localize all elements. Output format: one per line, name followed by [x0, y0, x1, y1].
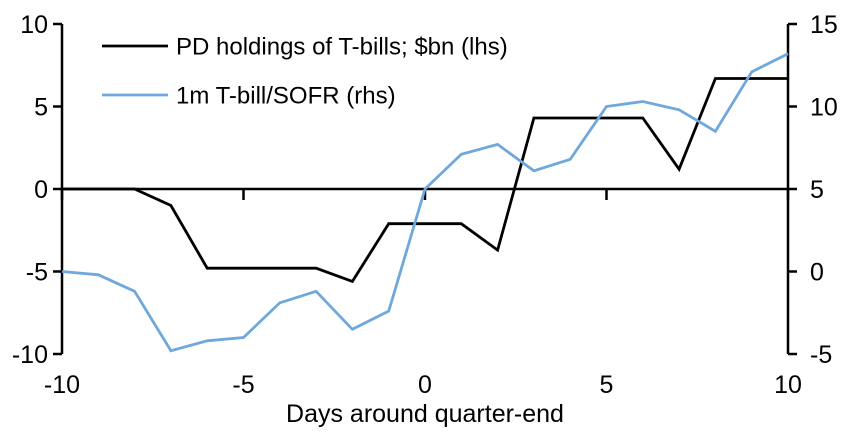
y-axis-left-ticks [53, 22, 62, 356]
x-axis-tick-label: 5 [600, 371, 614, 399]
y-axis-right-tick-label: -5 [810, 341, 832, 369]
x-axis-tick-label: 0 [418, 371, 432, 399]
x-axis-labels: -10 -5 0 5 10 [44, 371, 802, 399]
y-axis-left-tick-label: 5 [34, 93, 48, 121]
y-axis-right-tick-label: 5 [810, 176, 824, 204]
x-axis-tick-label: 10 [774, 371, 802, 399]
y-axis-right-ticks [788, 22, 797, 356]
x-axis-tick-label: -10 [44, 371, 80, 399]
y-axis-right-tick-label: 15 [810, 11, 838, 39]
x-axis-title: Days around quarter-end [286, 400, 564, 428]
y-axis-right-tick-label: 10 [810, 93, 838, 121]
y-axis-left-tick-label: -5 [26, 258, 48, 286]
y-axis-left-tick-label: 0 [34, 176, 48, 204]
series-line-tbill-sofr [61, 52, 789, 353]
series-line-pd-holdings [62, 77, 788, 284]
legend: PD holdings of T-bills; $bn (lhs) 1m T-b… [102, 33, 508, 109]
x-axis-ticks [60, 189, 790, 200]
y-axis-left-labels: 10 5 0 -5 -10 [12, 11, 48, 369]
x-axis-tick-label: -5 [232, 371, 254, 399]
y-axis-left-tick-label: 10 [20, 11, 48, 39]
series-lines [61, 52, 789, 353]
legend-label-tbill-sofr: 1m T-bill/SOFR (rhs) [176, 82, 396, 109]
y-axis-right-labels: 15 10 5 0 -5 [810, 11, 838, 369]
y-axis-left-tick-label: -10 [12, 341, 48, 369]
y-axis-right-tick-label: 0 [810, 258, 824, 286]
legend-label-pd-holdings: PD holdings of T-bills; $bn (lhs) [176, 33, 508, 60]
